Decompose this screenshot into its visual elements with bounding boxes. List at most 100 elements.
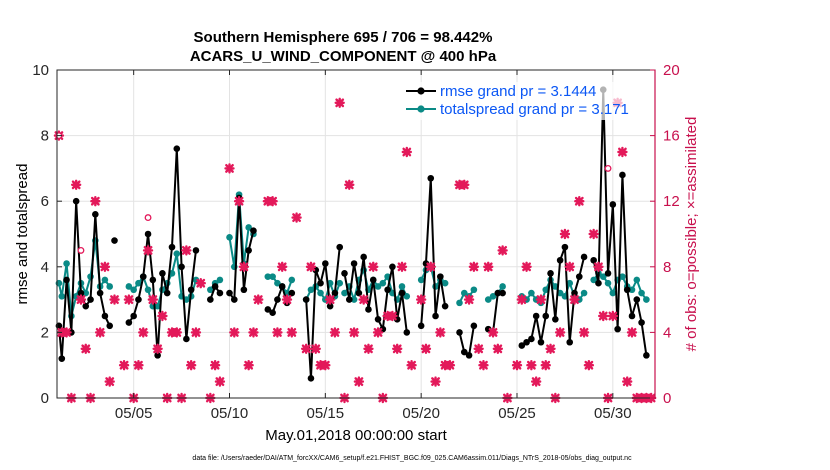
obs-assimilated-marker <box>622 376 633 387</box>
obs-assimilated-marker <box>459 179 470 190</box>
rmse-point <box>532 312 540 320</box>
totalspread-point <box>173 250 181 257</box>
rmse-point <box>628 312 636 320</box>
obs-assimilated-marker <box>238 261 250 272</box>
obs-assimilated-marker <box>171 327 182 338</box>
totalspread-point <box>580 289 588 297</box>
obs-assimilated-marker <box>387 310 398 322</box>
obs-assimilated-marker <box>521 261 532 272</box>
rmse-point <box>163 289 171 297</box>
totalspread-point <box>374 283 382 290</box>
rmse-point <box>216 289 224 297</box>
rmse-point <box>307 375 315 382</box>
obs-assimilated-marker <box>267 196 278 207</box>
obs-assimilated-marker <box>248 327 259 338</box>
totalspread-point <box>154 302 161 310</box>
rmse-point <box>374 315 382 323</box>
rmse-point <box>130 312 137 320</box>
y2-tick-label: 20 <box>663 62 680 79</box>
rmse-point <box>499 289 506 297</box>
x-tick-label: 05/05 <box>115 405 153 422</box>
rmse-point <box>63 276 70 284</box>
obs-assimilated-marker <box>396 261 408 272</box>
y-tick-label: 4 <box>41 259 49 276</box>
obs-assimilated-marker <box>348 327 360 338</box>
rmse-point <box>96 289 104 297</box>
obs-assimilated-marker <box>286 327 297 338</box>
rmse-point <box>369 276 377 284</box>
obs-assimilated-marker <box>588 228 599 240</box>
y2-tick-label: 16 <box>663 128 680 145</box>
obs-assimilated-marker <box>526 360 537 371</box>
rmse-point <box>638 319 645 326</box>
obs-assimilated-marker <box>401 146 412 158</box>
totalspread-point <box>288 276 296 284</box>
rmse-point <box>360 253 367 261</box>
obs-assimilated-marker <box>363 343 374 354</box>
x-tick-label: 05/20 <box>402 405 440 422</box>
axes-ticks: 05/05 05/10 05/15 05/20 05/25 05/30 0 2 4 6 8 10 0 4 8… <box>32 62 679 422</box>
obs-assimilated-marker <box>99 261 111 272</box>
rmse-point <box>590 256 597 264</box>
rmse-point <box>518 342 526 349</box>
x-axis-label: May.01,2018 00:00:00 start <box>265 427 447 444</box>
obs-assimilated-marker <box>195 278 206 289</box>
rmse-point <box>317 279 324 287</box>
totalspread-point <box>489 293 497 300</box>
rmse-point <box>547 270 554 277</box>
chart-subtitle: ACARS_U_WIND_COMPONENT @ 400 hPa <box>190 48 497 65</box>
y-tick-label: 10 <box>32 62 49 79</box>
rmse-point <box>580 253 588 261</box>
obs-possible-marker <box>604 164 612 172</box>
obs-assimilated-marker <box>559 228 571 240</box>
totalspread-point <box>456 299 463 307</box>
rmse-point <box>159 270 166 277</box>
obs-assimilated-marker <box>497 245 508 256</box>
totalspread-point <box>207 286 214 294</box>
totalspread-point <box>619 273 626 280</box>
rmse-point <box>437 273 444 280</box>
obs-assimilated-marker <box>530 376 542 387</box>
rmse-point <box>154 352 161 359</box>
rmse-point <box>101 312 109 320</box>
legend-box <box>403 82 643 120</box>
totalspread-point <box>484 296 492 303</box>
obs-assimilated-marker <box>300 343 312 354</box>
rmse-point <box>623 286 631 294</box>
obs-assimilated-marker <box>94 327 106 338</box>
obs-assimilated-marker <box>329 327 341 338</box>
totalspread-point <box>417 276 425 284</box>
obs-assimilated-marker <box>463 294 475 305</box>
totalspread-point <box>499 283 506 290</box>
totalspread-point <box>245 224 252 231</box>
rmse-point <box>274 296 281 303</box>
obs-possible-marker <box>77 246 85 254</box>
obs-assimilated-marker <box>483 261 494 272</box>
rmse-point <box>389 263 396 271</box>
totalspread-point <box>599 273 607 280</box>
rmse-point <box>398 289 406 297</box>
legend-rmse-marker <box>417 87 425 95</box>
y2-tick-label: 4 <box>663 324 671 341</box>
rmse-point <box>355 289 363 297</box>
obs-assimilated-marker <box>516 294 527 305</box>
totalspread-point <box>82 289 90 297</box>
y2-axis-label: # of obs: o=possible; ×=assimilated <box>683 117 700 352</box>
totalspread-point <box>341 289 348 297</box>
rmse-point <box>384 286 391 294</box>
obs-assimilated-marker <box>574 196 585 207</box>
rmse-point <box>226 289 233 297</box>
rmse-point <box>552 315 559 323</box>
totalspread-point <box>307 286 315 294</box>
rmse-point <box>441 302 449 310</box>
obs-assimilated-marker <box>545 343 556 354</box>
totalspread-point <box>609 289 617 297</box>
obs-assimilated-marker <box>540 360 551 371</box>
obs-assimilated-marker <box>320 360 331 371</box>
y-tick-label: 0 <box>41 390 49 407</box>
obs-assimilated-marker <box>617 146 628 158</box>
rmse-point <box>106 322 114 330</box>
obs-assimilated-marker <box>492 343 504 354</box>
rmse-point <box>331 289 339 297</box>
legend-rmse-label: rmse grand pr = 3.1444 <box>440 83 596 100</box>
